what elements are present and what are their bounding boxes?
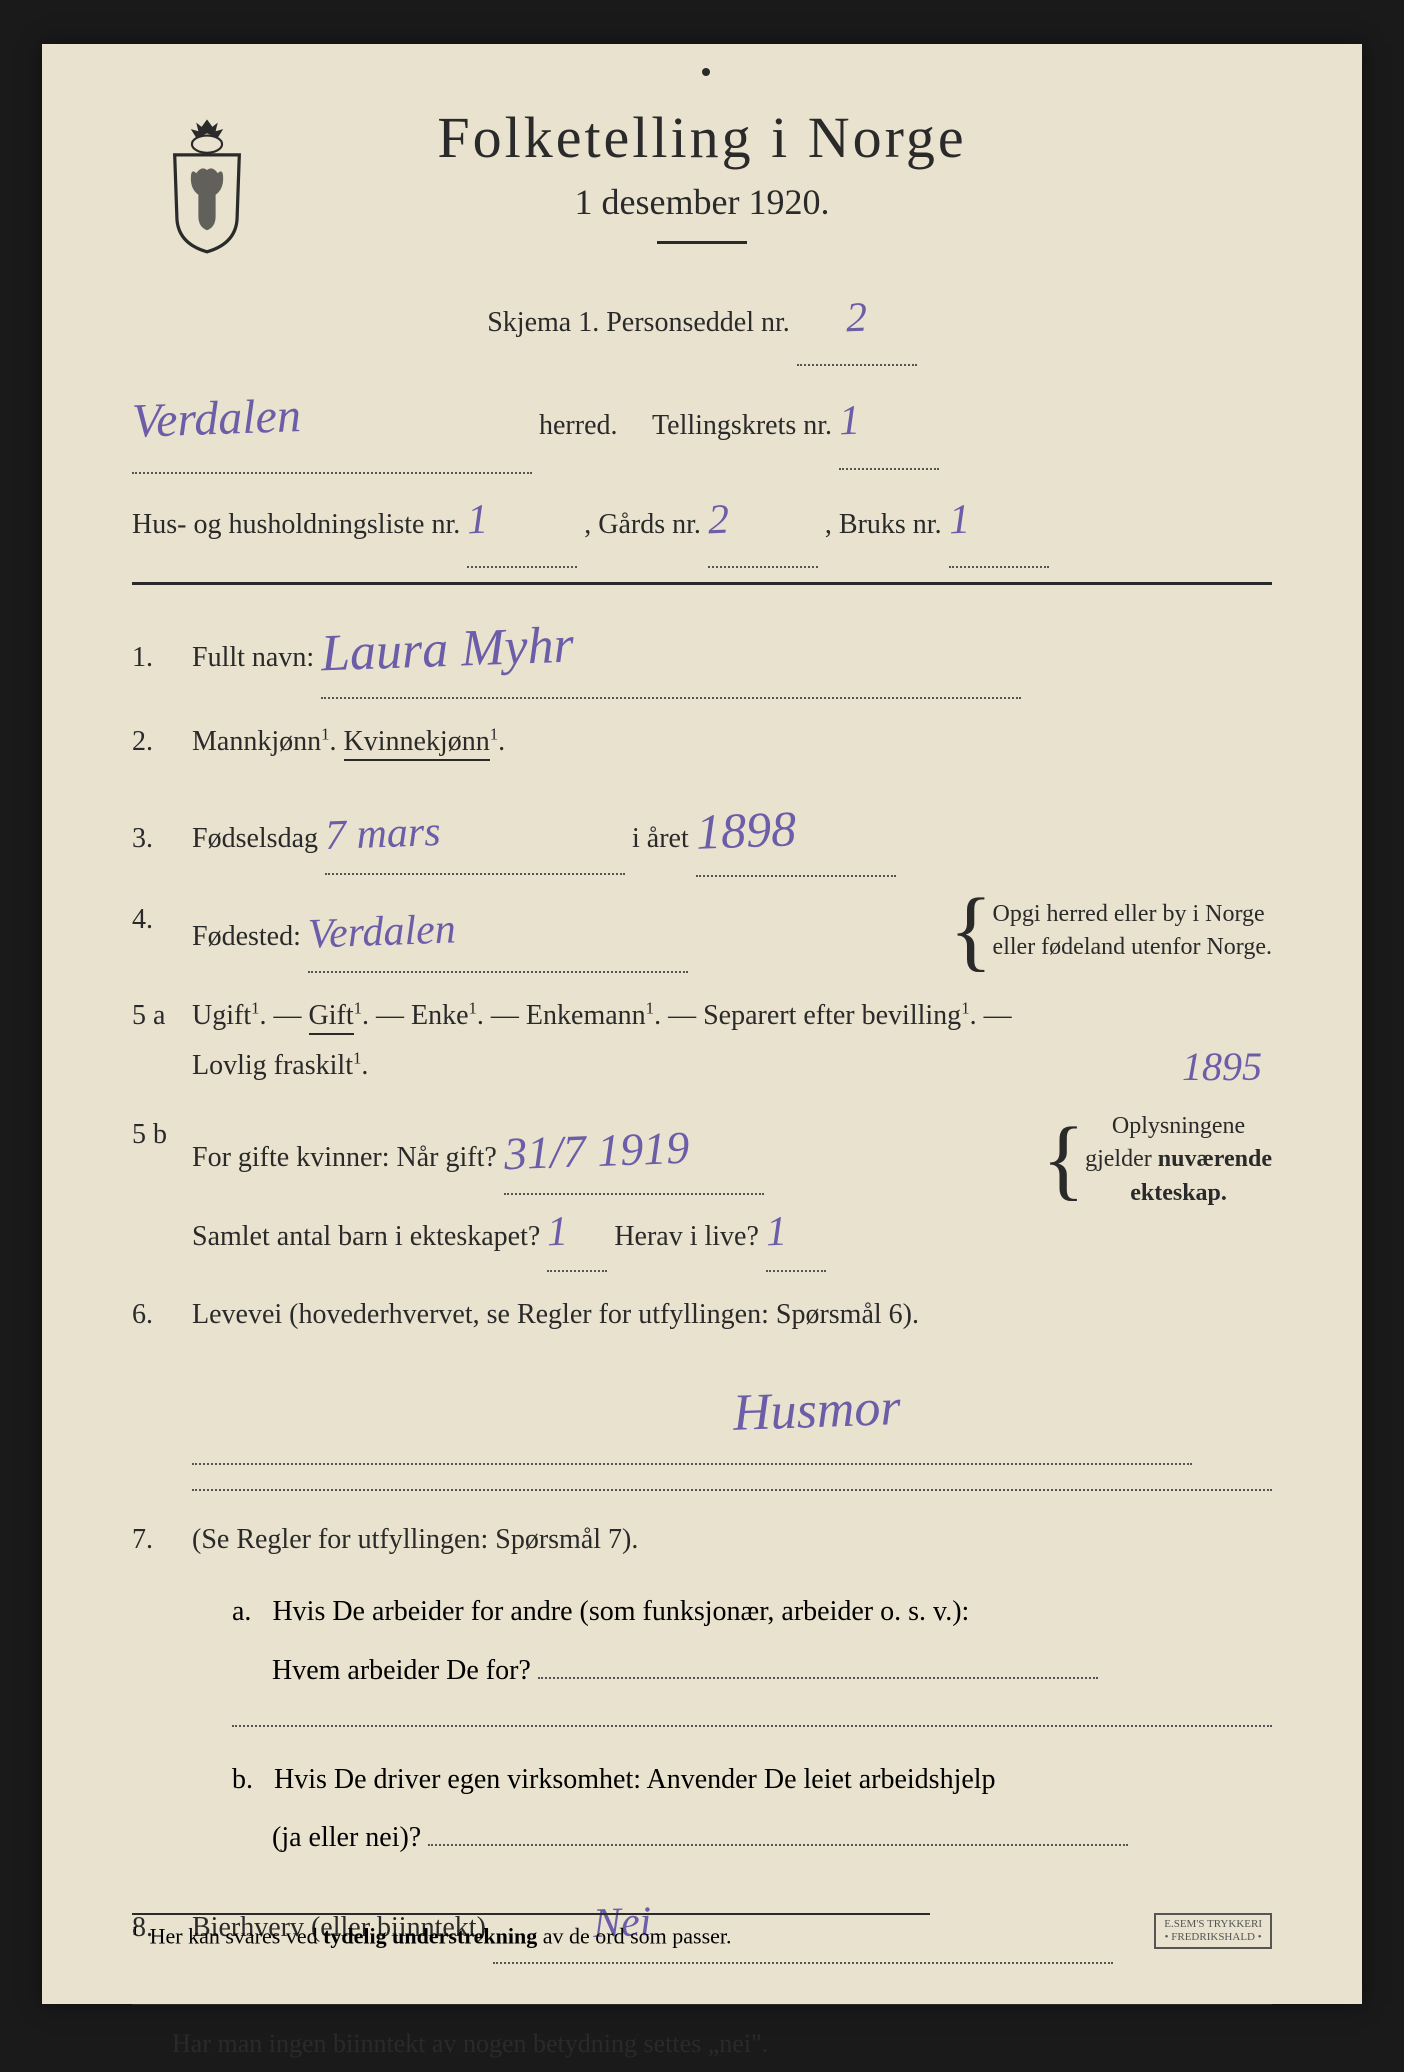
- q5b-label-a: For gifte kvinner: Når gift?: [192, 1142, 497, 1173]
- q7a-label: a.: [232, 1596, 251, 1627]
- q4-num: 4.: [132, 895, 192, 945]
- q5a-opt-3: Enkemann: [526, 1000, 646, 1031]
- q6-blank-line: [192, 1489, 1272, 1491]
- q4-value: Verdalen: [307, 893, 457, 974]
- herred-label: herred.: [539, 410, 618, 441]
- q3-label-a: Fødselsdag: [192, 823, 318, 854]
- header: Folketelling i Norge 1 desember 1920.: [132, 104, 1272, 244]
- q5b-note: Oplysningene gjelder nuværende ekteskap.: [1085, 1110, 1272, 1211]
- page-title: Folketelling i Norge: [132, 104, 1272, 171]
- q1-label: Fullt navn:: [192, 642, 314, 673]
- q3-num: 3.: [132, 814, 192, 864]
- tail-note: Har man ingen biinntekt av nogen betydni…: [172, 2015, 1272, 2072]
- q5a-opt-4: Separert efter bevilling: [703, 1000, 961, 1031]
- q3-label-b: i året: [632, 823, 689, 854]
- bruks-nr: 1: [947, 474, 971, 567]
- herred-line: Verdalen herred. Tellingskrets nr. 1: [132, 366, 1272, 474]
- title-divider: [657, 241, 747, 244]
- skjema-label: Skjema 1. Personseddel nr.: [487, 307, 790, 338]
- q4-note-1: Opgi herred eller by i Norge: [993, 901, 1265, 927]
- q7b-label: b.: [232, 1764, 253, 1795]
- footnote: 1 Her kan svares ved tydelig understrekn…: [132, 1913, 930, 1949]
- q5b-num: 5 b: [132, 1110, 192, 1160]
- q3-day: 7 mars: [324, 795, 442, 875]
- q3: 3. Fødselsdag 7 mars i året 1898: [132, 785, 1272, 877]
- personseddel-nr: 2: [845, 272, 869, 365]
- q5b-children: 1: [546, 1194, 570, 1270]
- tellingskrets-label: Tellingskrets nr.: [652, 410, 832, 441]
- punch-dot: [702, 68, 710, 76]
- q5b-label-b: Samlet antal barn i ekteskapet?: [192, 1221, 540, 1252]
- divider-thick: [132, 582, 1272, 585]
- gards-label: , Gårds nr.: [584, 509, 701, 540]
- q4: 4. Fødested: Verdalen { Opgi herred elle…: [132, 895, 1272, 973]
- q7b-text1: Hvis De driver egen virksomhet: Anvender…: [274, 1764, 996, 1795]
- q4-note: Opgi herred eller by i Norge eller fødel…: [993, 898, 1272, 965]
- q7-label: (Se Regler for utfyllingen: Spørsmål 7).: [192, 1524, 638, 1555]
- q4-note-2: eller fødeland utenfor Norge.: [993, 934, 1272, 960]
- q5a-opt-2: Enke: [411, 1000, 469, 1031]
- q5a-opt-5: Lovlig fraskilt: [192, 1050, 353, 1081]
- q2-option-b: Kvinnekjønn: [344, 726, 490, 761]
- q6-num: 6.: [132, 1290, 192, 1340]
- skjema-line: Skjema 1. Personseddel nr. 2: [132, 272, 1272, 366]
- q5a-margin: 1895: [1182, 1031, 1262, 1103]
- q5a-num: 5 a: [132, 991, 192, 1041]
- q7a-text1: Hvis De arbeider for andre (som funksjon…: [272, 1596, 969, 1627]
- q2-num: 2.: [132, 717, 192, 767]
- census-form-page: Folketelling i Norge 1 desember 1920. Sk…: [42, 44, 1362, 2004]
- gards-nr: 2: [706, 474, 730, 567]
- q6: 6. Levevei (hovederhvervet, se Regler fo…: [132, 1290, 1272, 1340]
- q5a-opt-1: Gift: [309, 1000, 354, 1035]
- q7b: b. Hvis De driver egen virksomhet: Anven…: [232, 1751, 1272, 1869]
- q4-label: Fødested:: [192, 921, 301, 952]
- footnote-text: Her kan svares ved tydelig understreknin…: [150, 1923, 732, 1948]
- q3-year: 1898: [694, 784, 797, 877]
- q1-num: 1.: [132, 633, 192, 683]
- q5b-label-c: Herav i live?: [614, 1221, 759, 1252]
- q5b-when: 31/7 1919: [502, 1107, 690, 1196]
- q7a-blank: [232, 1725, 1272, 1727]
- q5b-note-3: ekteskap.: [1130, 1180, 1227, 1206]
- page-subtitle: 1 desember 1920.: [132, 181, 1272, 223]
- q5a-opt-0: Ugift: [192, 1000, 251, 1031]
- q2-option-a: Mannkjønn: [192, 726, 321, 757]
- brace-icon: {: [949, 895, 992, 967]
- stamp-line2: • FREDRIKSHALD •: [1165, 1931, 1262, 1943]
- herred-value: Verdalen: [130, 363, 302, 474]
- q7-num: 7.: [132, 1515, 192, 1565]
- husliste-nr: 1: [466, 474, 490, 567]
- footnote-sup: 1: [132, 1923, 139, 1938]
- stamp-line1: E.SEM'S TRYKKERI: [1164, 1918, 1262, 1930]
- q6-label: Levevei (hovederhvervet, se Regler for u…: [192, 1299, 919, 1330]
- q2: 2. Mannkjønn1. Kvinnekjønn1.: [132, 717, 1272, 767]
- q7a: a. Hvis De arbeider for andre (som funks…: [232, 1583, 1272, 1701]
- q6-value-line: Husmor: [192, 1359, 1272, 1465]
- bruks-label: , Bruks nr.: [825, 509, 942, 540]
- tellingskrets-nr: 1: [837, 375, 861, 468]
- q1: 1. Fullt navn: Laura Myhr: [132, 603, 1272, 699]
- husliste-label: Hus- og husholdningsliste nr.: [132, 509, 460, 540]
- q5b-note-2: gjelder nuværende: [1085, 1146, 1272, 1172]
- brace-icon-2: {: [1042, 1124, 1085, 1196]
- printer-stamp: E.SEM'S TRYKKERI • FREDRIKSHALD •: [1154, 1913, 1272, 1949]
- q5b: 5 b For gifte kvinner: Når gift? 31/7 19…: [132, 1110, 1272, 1272]
- q5a: 5 a Ugift1. — Gift1. — Enke1. — Enkemann…: [132, 991, 1272, 1092]
- coat-of-arms-icon: [152, 114, 262, 254]
- divider-thin: [132, 2004, 1272, 2005]
- footer: 1 Her kan svares ved tydelig understrekn…: [132, 1913, 1272, 1949]
- husliste-line: Hus- og husholdningsliste nr. 1 , Gårds …: [132, 474, 1272, 568]
- q1-value: Laura Myhr: [320, 599, 576, 701]
- q5b-alive: 1: [765, 1194, 789, 1270]
- q7: 7. (Se Regler for utfyllingen: Spørsmål …: [132, 1515, 1272, 1565]
- q7b-text2: (ja eller nei)?: [272, 1822, 421, 1853]
- q7a-text2: Hvem arbeider De for?: [272, 1655, 531, 1686]
- q5b-note-1: Oplysningene: [1112, 1113, 1245, 1139]
- q6-value: Husmor: [731, 1356, 902, 1466]
